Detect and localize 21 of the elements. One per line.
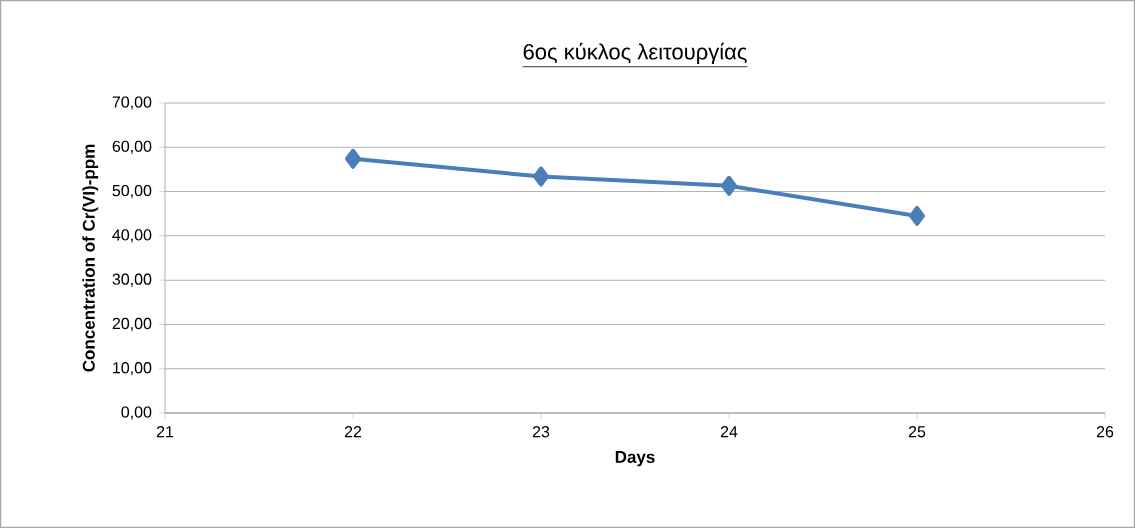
y-tick-label: 40,00 (112, 229, 152, 243)
y-tick-label: 50,00 (112, 184, 152, 199)
y-tick-label: 70,00 (112, 96, 152, 110)
point (345, 148, 362, 169)
x-tick-label: 22 (344, 426, 362, 438)
x-tick-label: 21 (156, 426, 174, 438)
point (721, 175, 737, 196)
y-tick-label: 0,00 (121, 406, 152, 420)
x-axis-title: Days (615, 451, 655, 467)
x-tick-label: 26 (1096, 426, 1114, 438)
y-axis-title: Concentration of Cr(VI)-ppm (82, 144, 99, 372)
x-tick-label: 23 (532, 426, 550, 438)
y-tick-label: 20,00 (112, 317, 152, 332)
x-tick-label: 25 (908, 426, 926, 438)
chart-title: 6ος κύκλος λειτουργίας (523, 42, 747, 64)
y-tick-label: 60,00 (112, 140, 152, 154)
x-tick-label: 24 (720, 426, 738, 438)
point (909, 205, 925, 226)
y-tick-label: 30,00 (112, 273, 152, 287)
point (533, 166, 549, 187)
y-tick-label: 10,00 (113, 362, 152, 376)
